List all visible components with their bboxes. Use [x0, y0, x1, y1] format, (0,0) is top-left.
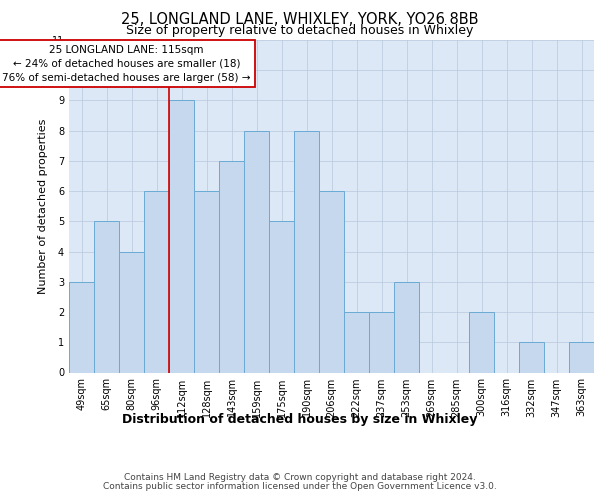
Bar: [569, 342, 594, 372]
Bar: [319, 191, 344, 372]
Text: Distribution of detached houses by size in Whixley: Distribution of detached houses by size …: [122, 412, 478, 426]
Bar: [69, 282, 94, 372]
Bar: [144, 191, 169, 372]
Bar: [519, 342, 544, 372]
Bar: [169, 100, 194, 372]
Bar: [219, 161, 244, 372]
Text: 25 LONGLAND LANE: 115sqm
← 24% of detached houses are smaller (18)
76% of semi-d: 25 LONGLAND LANE: 115sqm ← 24% of detach…: [2, 44, 251, 82]
Bar: [369, 312, 394, 372]
Bar: [294, 130, 319, 372]
Text: Contains HM Land Registry data © Crown copyright and database right 2024.: Contains HM Land Registry data © Crown c…: [124, 472, 476, 482]
Bar: [394, 282, 419, 372]
Bar: [244, 130, 269, 372]
Text: 25, LONGLAND LANE, WHIXLEY, YORK, YO26 8BB: 25, LONGLAND LANE, WHIXLEY, YORK, YO26 8…: [121, 12, 479, 28]
Bar: [119, 252, 144, 372]
Text: Size of property relative to detached houses in Whixley: Size of property relative to detached ho…: [127, 24, 473, 37]
Bar: [344, 312, 369, 372]
Text: Contains public sector information licensed under the Open Government Licence v3: Contains public sector information licen…: [103, 482, 497, 491]
Bar: [469, 312, 494, 372]
Bar: [194, 191, 219, 372]
Bar: [94, 222, 119, 372]
Y-axis label: Number of detached properties: Number of detached properties: [38, 118, 48, 294]
Bar: [269, 222, 294, 372]
